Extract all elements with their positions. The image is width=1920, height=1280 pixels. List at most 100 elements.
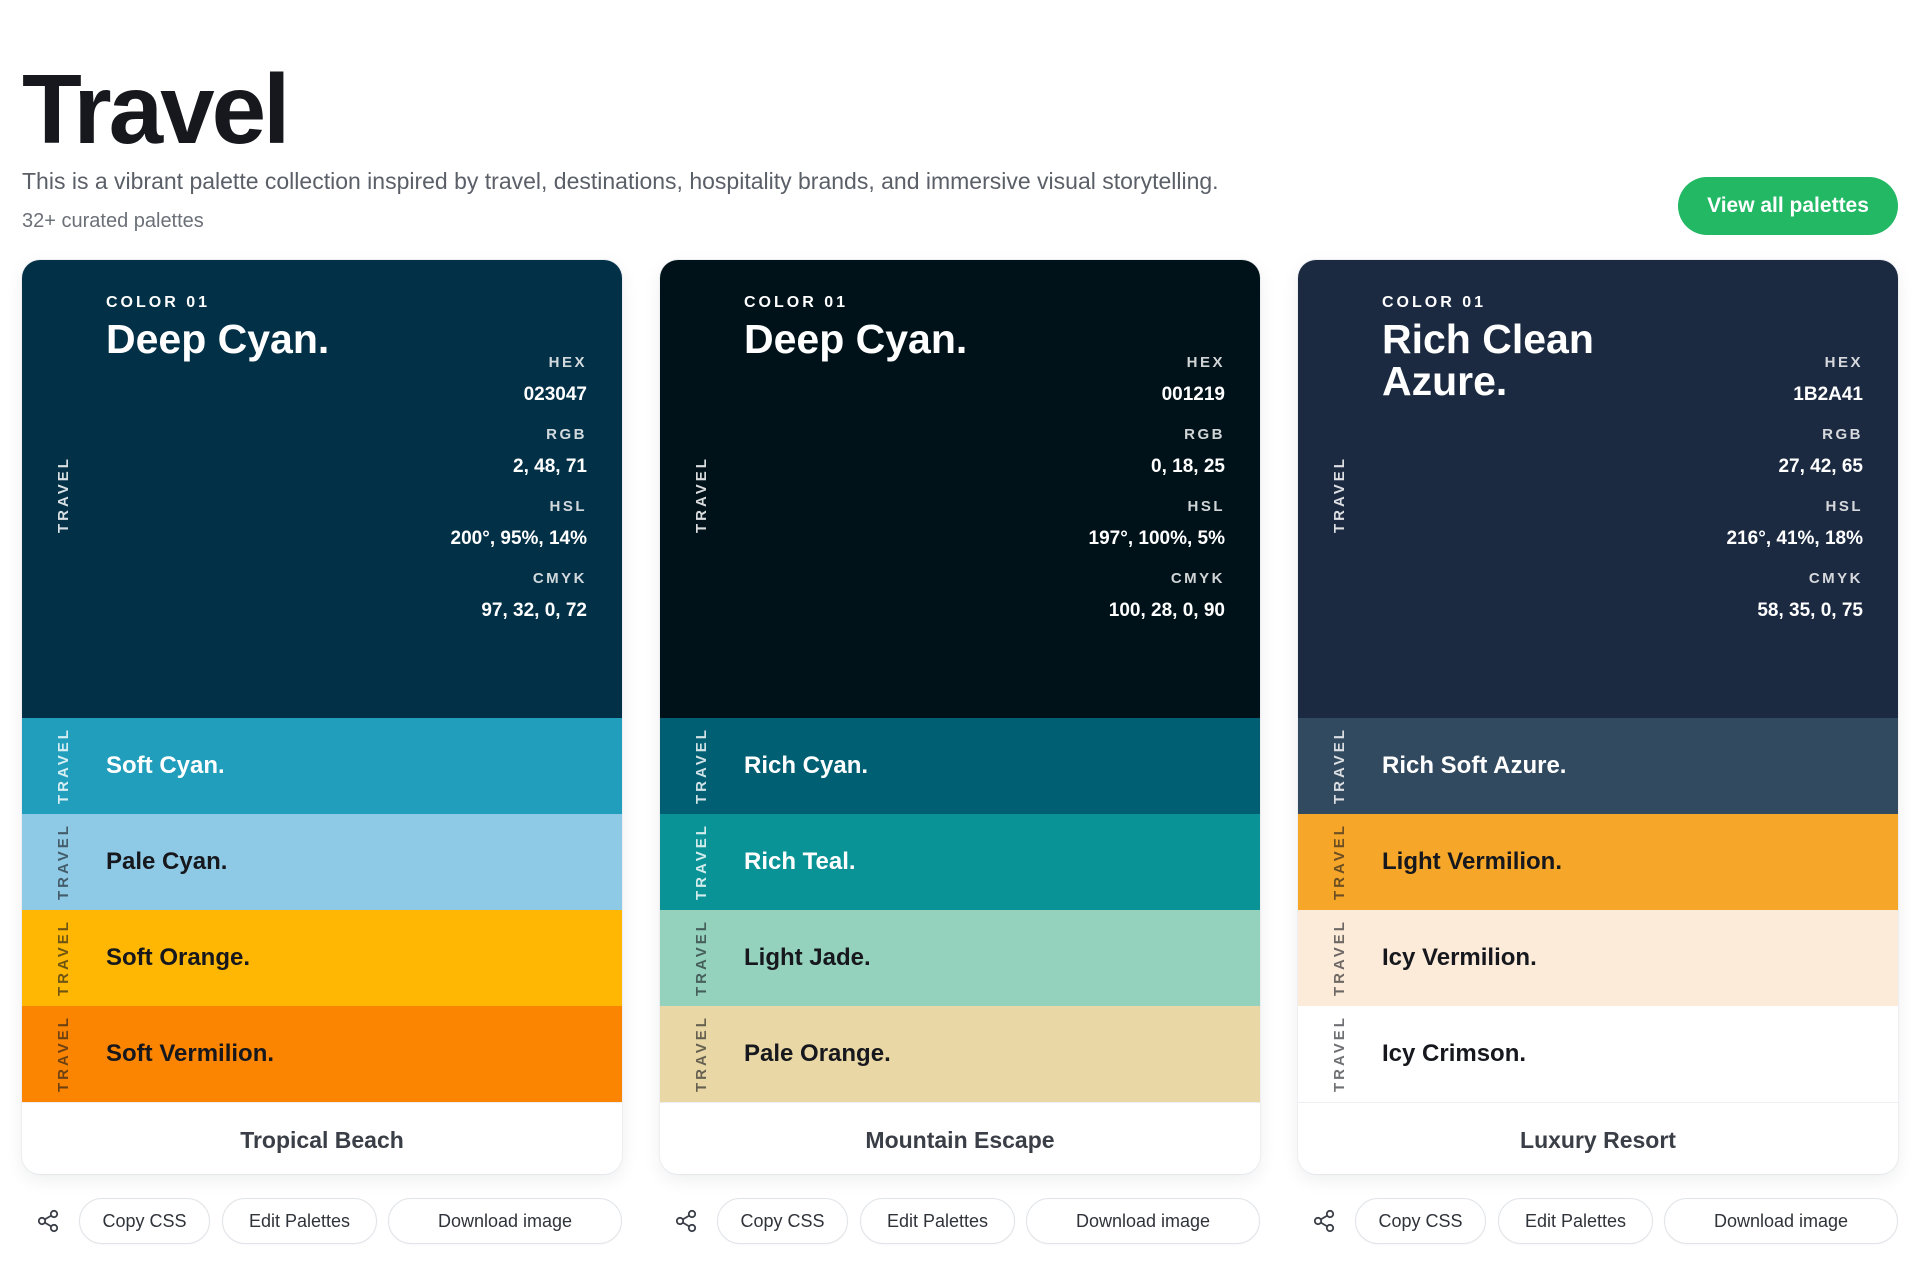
swatch-color-name: Soft Orange. [106,944,251,971]
hsl-value[interactable]: 216°, 41%, 18% [1726,528,1863,549]
hsl-value[interactable]: 197°, 100%, 5% [1088,528,1225,549]
hex-label: HEX [1824,354,1863,371]
swatch-color-name: Rich Soft Azure. [1382,752,1567,779]
hsl-spec: HSL 197°, 100%, 5% [1089,498,1225,570]
primary-swatch[interactable]: TRAVEL COLOR 01 Deep Cyan. HEX 023047 RG… [22,260,622,718]
swatch-side-label: TRAVEL [55,919,72,997]
share-icon[interactable] [30,1203,66,1239]
rgb-value[interactable]: 27, 42, 65 [1778,456,1863,477]
palette-count: 32+ curated palettes [22,210,204,232]
copy-css-button[interactable]: Copy CSS [717,1198,848,1244]
copy-css-button[interactable]: Copy CSS [79,1198,210,1244]
swatch-color-name: Soft Cyan. [106,752,225,779]
cmyk-spec: CMYK 97, 32, 0, 72 [451,570,587,642]
primary-swatch[interactable]: TRAVEL COLOR 01 Deep Cyan. HEX 001219 RG… [660,260,1260,718]
swatch-side-label: TRAVEL [1331,727,1348,805]
swatch-row[interactable]: TRAVEL Rich Teal. [660,814,1260,910]
hsl-label: HSL [549,498,587,515]
swatch-row[interactable]: TRAVEL Pale Cyan. [22,814,622,910]
rgb-value[interactable]: 0, 18, 25 [1151,456,1225,477]
primary-swatch[interactable]: TRAVEL COLOR 01 Rich Clean Azure. HEX 1B… [1298,260,1898,718]
hex-spec: HEX 1B2A41 [1727,354,1863,426]
edit-palettes-button[interactable]: Edit Palettes [222,1198,377,1244]
download-image-button[interactable]: Download image [1026,1198,1260,1244]
swatch-list: TRAVEL Soft Cyan. TRAVEL Pale Cyan. TRAV… [22,718,622,1102]
palette-name: Tropical Beach [22,1102,622,1174]
hsl-spec: HSL 200°, 95%, 14% [451,498,587,570]
swatch-color-name: Icy Crimson. [1382,1040,1527,1067]
hsl-label: HSL [1825,498,1863,515]
hsl-value[interactable]: 200°, 95%, 14% [450,528,587,549]
swatch-row[interactable]: TRAVEL Soft Vermilion. [22,1006,622,1102]
swatch-color-name: Soft Vermilion. [106,1040,275,1067]
swatch-row[interactable]: TRAVEL Light Jade. [660,910,1260,1006]
palette-actions: Copy CSS Edit Palettes Download image [660,1198,1260,1244]
rgb-spec: RGB 2, 48, 71 [451,426,587,498]
swatch-list: TRAVEL Rich Soft Azure. TRAVEL Light Ver… [1298,718,1898,1102]
swatch-side-label: TRAVEL [1331,456,1348,534]
swatch-row[interactable]: TRAVEL Pale Orange. [660,1006,1260,1102]
swatch-side-label: TRAVEL [693,1015,710,1093]
primary-color-name: Rich Clean Azure. [1382,316,1594,404]
swatch-side-label: TRAVEL [1331,823,1348,901]
swatch-row[interactable]: TRAVEL Soft Cyan. [22,718,622,814]
cmyk-value[interactable]: 58, 35, 0, 75 [1757,600,1863,621]
palette-name: Mountain Escape [660,1102,1260,1174]
primary-color-name: Deep Cyan. [744,316,968,362]
download-image-button[interactable]: Download image [1664,1198,1898,1244]
swatch-row[interactable]: TRAVEL Rich Cyan. [660,718,1260,814]
cmyk-value[interactable]: 97, 32, 0, 72 [481,600,587,621]
color-specs: HEX 1B2A41 RGB 27, 42, 65 HSL 216°, 41%,… [1727,354,1863,642]
swatch-color-name: Icy Vermilion. [1382,944,1537,971]
share-icon-graphic [1313,1209,1335,1233]
swatch-side-label: TRAVEL [693,823,710,901]
share-icon[interactable] [668,1203,704,1239]
hex-label: HEX [1186,354,1225,371]
swatch-color-name: Pale Cyan. [106,848,228,875]
hex-spec: HEX 001219 [1089,354,1225,426]
palette-card-1[interactable]: TRAVEL COLOR 01 Deep Cyan. HEX 023047 RG… [22,260,622,1174]
download-image-button[interactable]: Download image [388,1198,622,1244]
color-index-label: COLOR 01 [106,294,211,311]
rgb-value[interactable]: 2, 48, 71 [513,456,587,477]
palette-actions: Copy CSS Edit Palettes Download image [1298,1198,1898,1244]
hex-value[interactable]: 023047 [523,384,587,405]
rgb-label: RGB [546,426,587,443]
palette-actions: Copy CSS Edit Palettes Download image [22,1198,622,1244]
share-icon-graphic [675,1209,697,1233]
swatch-color-name: Rich Cyan. [744,752,869,779]
swatch-side-label: TRAVEL [1331,919,1348,997]
swatch-color-name: Light Vermilion. [1382,848,1563,875]
hex-value[interactable]: 001219 [1161,384,1225,405]
color-index-label: COLOR 01 [1382,294,1487,311]
palette-card-3[interactable]: TRAVEL COLOR 01 Rich Clean Azure. HEX 1B… [1298,260,1898,1174]
copy-css-button[interactable]: Copy CSS [1355,1198,1486,1244]
hex-spec: HEX 023047 [451,354,587,426]
hsl-spec: HSL 216°, 41%, 18% [1727,498,1863,570]
swatch-row[interactable]: TRAVEL Rich Soft Azure. [1298,718,1898,814]
swatch-row[interactable]: TRAVEL Icy Crimson. [1298,1006,1898,1102]
cmyk-label: CMYK [1808,570,1863,587]
swatch-list: TRAVEL Rich Cyan. TRAVEL Rich Teal. TRAV… [660,718,1260,1102]
swatch-row[interactable]: TRAVEL Soft Orange. [22,910,622,1006]
color-specs: HEX 023047 RGB 2, 48, 71 HSL 200°, 95%, … [451,354,587,642]
swatch-row[interactable]: TRAVEL Icy Vermilion. [1298,910,1898,1006]
primary-color-name: Deep Cyan. [106,316,330,362]
hex-value[interactable]: 1B2A41 [1793,384,1863,405]
cmyk-label: CMYK [532,570,587,587]
view-all-palettes-button[interactable]: View all palettes [1678,177,1898,235]
swatch-color-name: Rich Teal. [744,848,856,875]
edit-palettes-button[interactable]: Edit Palettes [860,1198,1015,1244]
palette-name: Luxury Resort [1298,1102,1898,1174]
cmyk-value[interactable]: 100, 28, 0, 90 [1108,600,1225,621]
swatch-side-label: TRAVEL [693,456,710,534]
swatch-side-label: TRAVEL [55,823,72,901]
swatch-side-label: TRAVEL [55,456,72,534]
share-icon[interactable] [1306,1203,1342,1239]
color-index-label: COLOR 01 [744,294,849,311]
swatch-side-label: TRAVEL [1331,1015,1348,1093]
rgb-label: RGB [1184,426,1225,443]
edit-palettes-button[interactable]: Edit Palettes [1498,1198,1653,1244]
swatch-row[interactable]: TRAVEL Light Vermilion. [1298,814,1898,910]
palette-card-2[interactable]: TRAVEL COLOR 01 Deep Cyan. HEX 001219 RG… [660,260,1260,1174]
